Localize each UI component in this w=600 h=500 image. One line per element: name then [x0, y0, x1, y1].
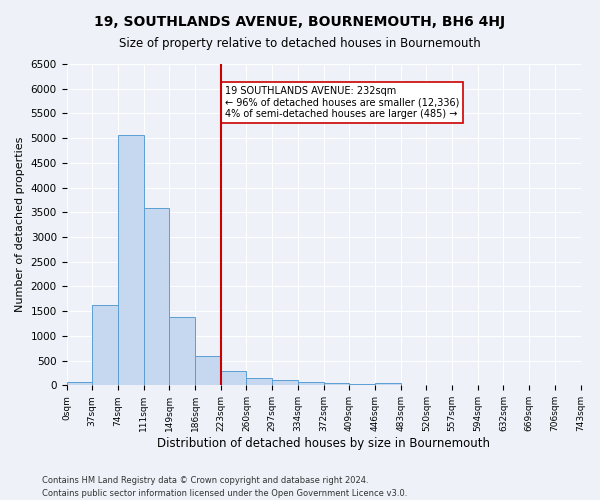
Text: 19 SOUTHLANDS AVENUE: 232sqm
← 96% of detached houses are smaller (12,336)
4% of: 19 SOUTHLANDS AVENUE: 232sqm ← 96% of de… [224, 86, 459, 120]
Bar [298, 382, 323, 386]
Bar [247, 378, 272, 386]
Bar [375, 382, 401, 386]
Bar [118, 135, 143, 386]
Bar [221, 370, 247, 386]
Bar [92, 305, 118, 386]
Bar [169, 316, 195, 386]
Bar [143, 208, 169, 386]
Bar [195, 356, 221, 386]
X-axis label: Distribution of detached houses by size in Bournemouth: Distribution of detached houses by size … [157, 437, 490, 450]
Text: Size of property relative to detached houses in Bournemouth: Size of property relative to detached ho… [119, 38, 481, 51]
Text: Contains public sector information licensed under the Open Government Licence v3: Contains public sector information licen… [42, 488, 407, 498]
Text: 19, SOUTHLANDS AVENUE, BOURNEMOUTH, BH6 4HJ: 19, SOUTHLANDS AVENUE, BOURNEMOUTH, BH6 … [94, 15, 506, 29]
Text: Contains HM Land Registry data © Crown copyright and database right 2024.: Contains HM Land Registry data © Crown c… [42, 476, 368, 485]
Y-axis label: Number of detached properties: Number of detached properties [15, 137, 25, 312]
Bar [272, 380, 298, 386]
Bar [323, 382, 349, 386]
Bar [67, 382, 92, 386]
Bar [349, 384, 375, 386]
